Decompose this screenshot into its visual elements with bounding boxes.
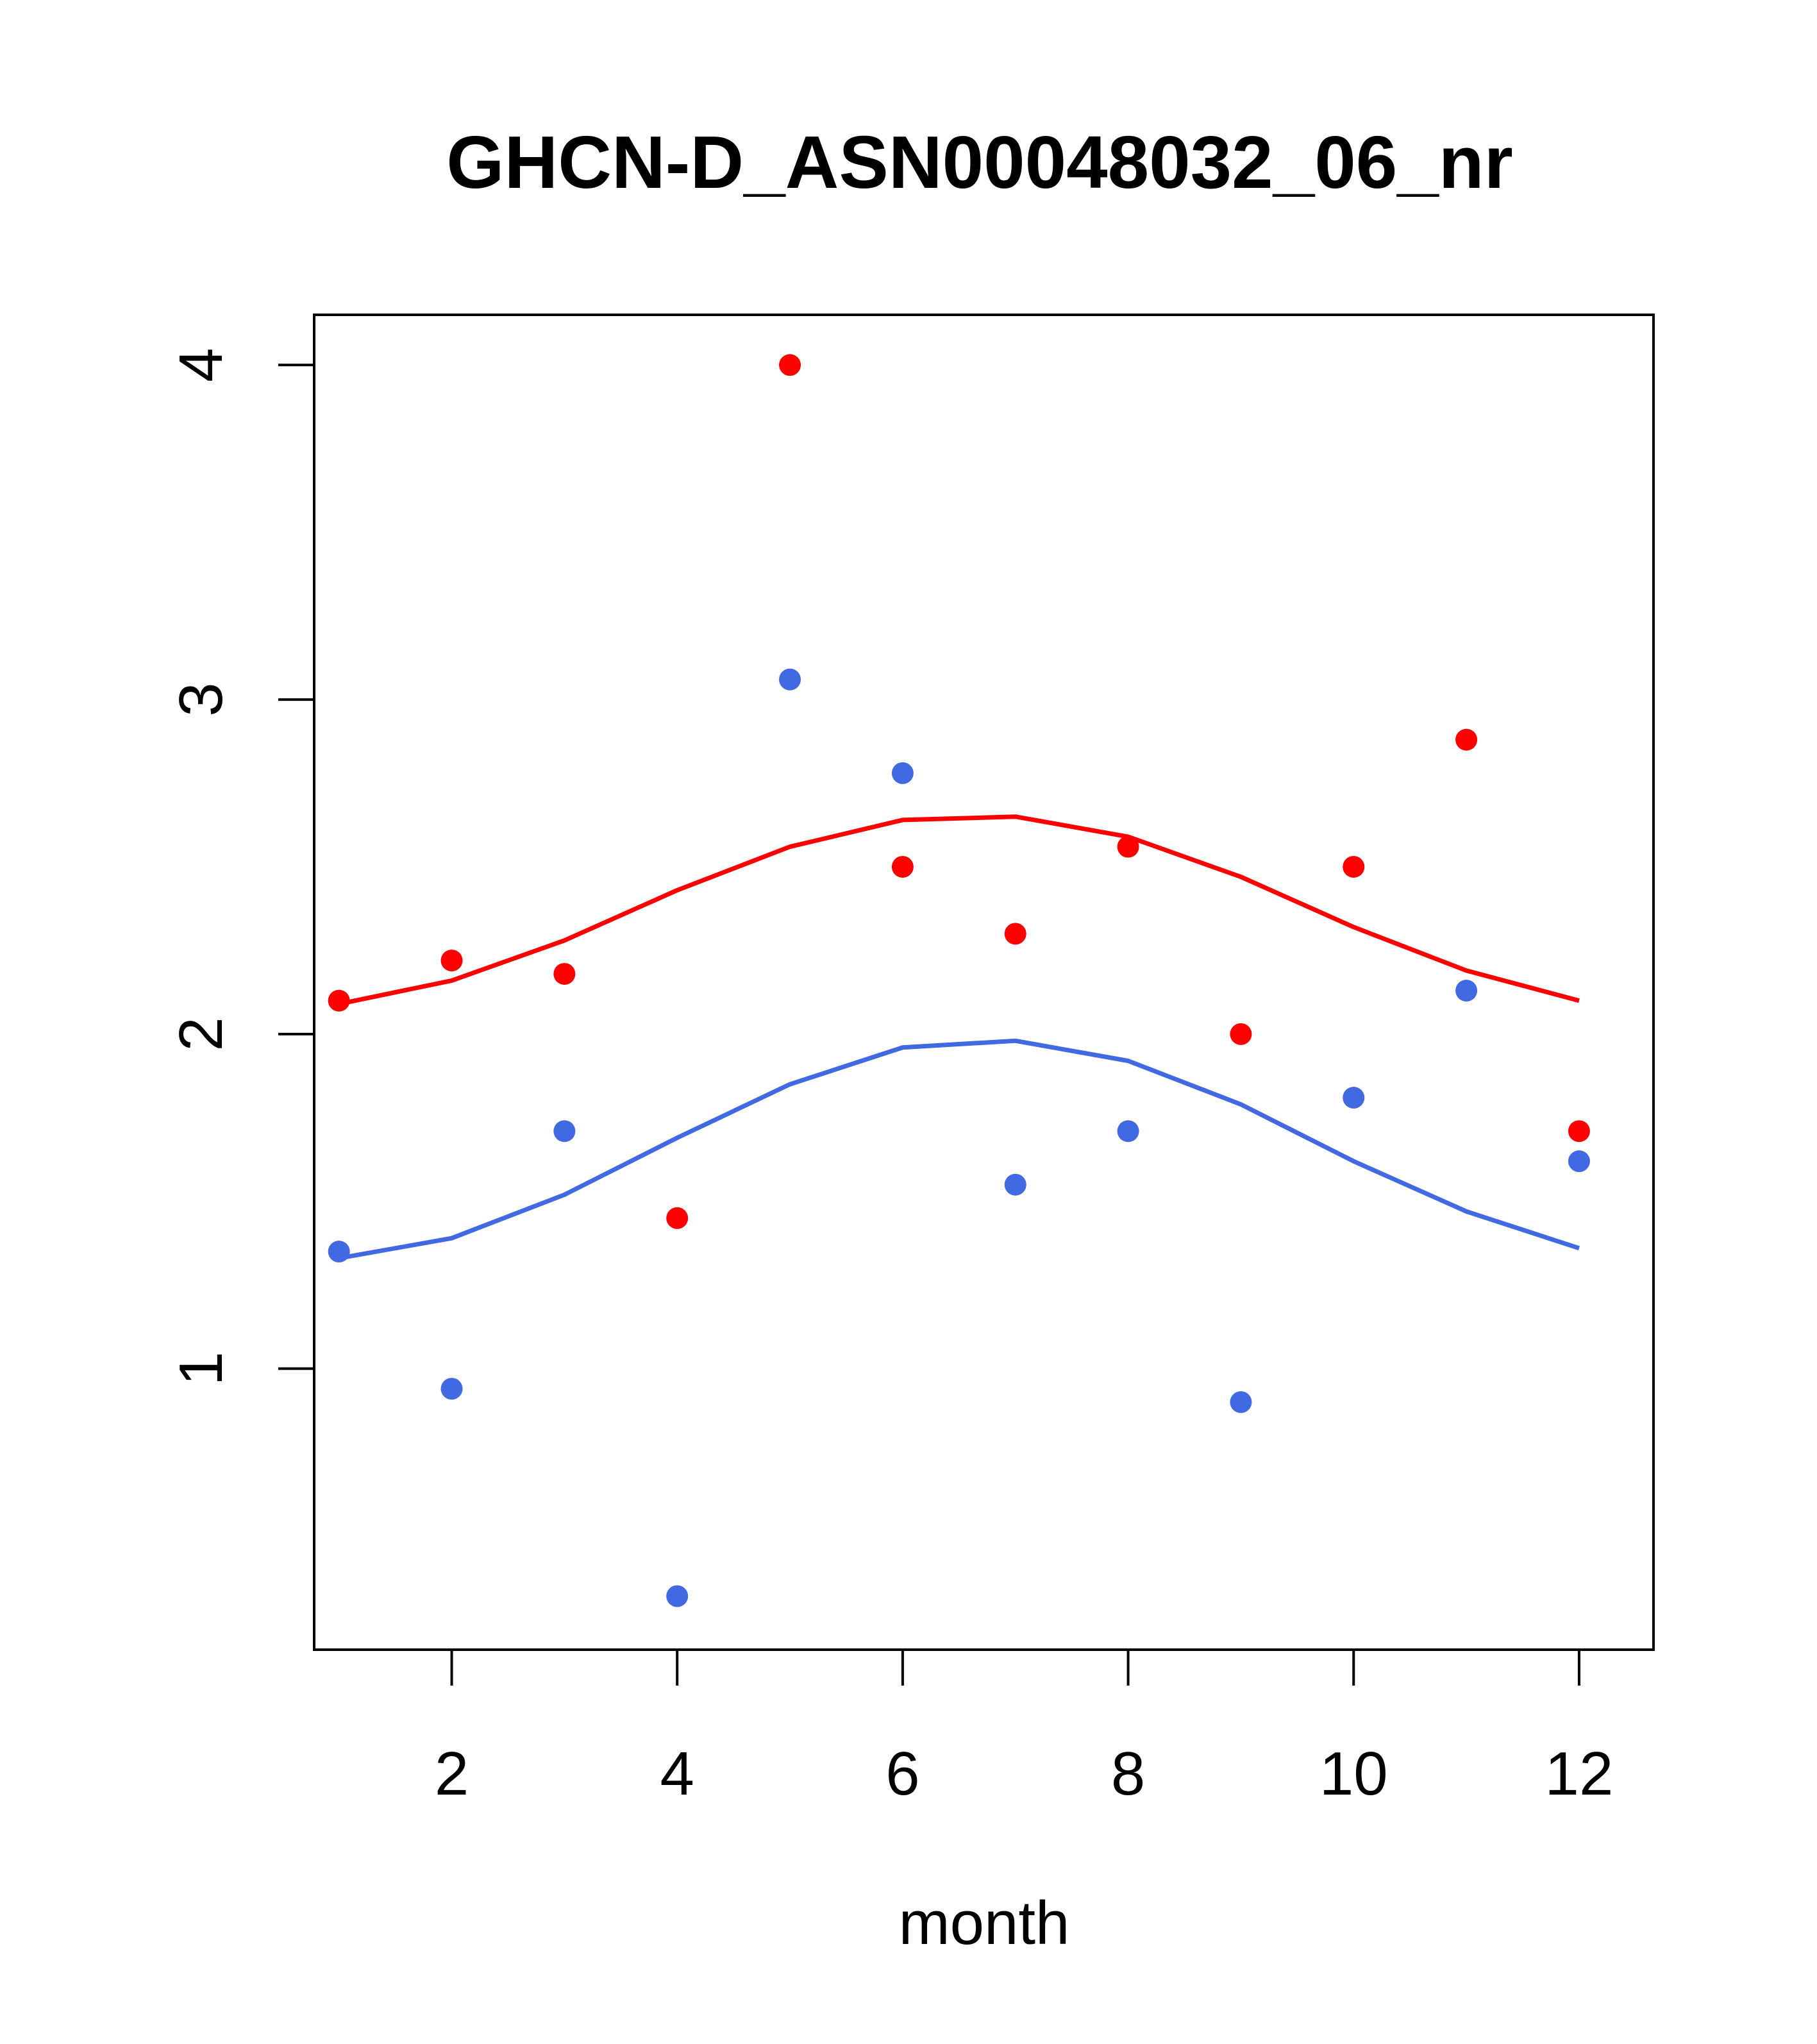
series-1-point bbox=[1568, 1120, 1590, 1143]
series-1-point bbox=[1230, 1023, 1252, 1045]
series-2-point bbox=[1568, 1150, 1590, 1173]
series-2-point bbox=[779, 668, 801, 691]
series-1-point bbox=[779, 354, 801, 376]
series-2-point bbox=[328, 1241, 350, 1263]
series-1-point bbox=[666, 1207, 689, 1229]
y-axis: 1 2 3 4 bbox=[167, 348, 315, 1386]
x-tick-label: 12 bbox=[1545, 1739, 1614, 1808]
series-2-point bbox=[1455, 980, 1478, 1002]
series-1-point bbox=[1004, 923, 1026, 945]
x-tick-label: 8 bbox=[1111, 1739, 1145, 1808]
series-1-line bbox=[338, 814, 1580, 1007]
series-2-line bbox=[339, 1038, 1580, 1261]
y-tick-label: 2 bbox=[167, 1017, 235, 1051]
x-tick-label: 10 bbox=[1319, 1739, 1388, 1808]
series-2-point bbox=[1230, 1391, 1252, 1413]
series-1-point bbox=[1117, 835, 1139, 858]
series-2-point bbox=[553, 1120, 576, 1143]
y-tick-label: 4 bbox=[167, 348, 235, 382]
x-axis-label: month bbox=[899, 1889, 1070, 1957]
series-1-point bbox=[328, 989, 350, 1012]
x-tick-label: 2 bbox=[435, 1739, 469, 1808]
series-1-point bbox=[891, 855, 914, 878]
series-2-point bbox=[1343, 1087, 1365, 1109]
series-layer bbox=[328, 354, 1590, 1607]
series-1-point bbox=[1455, 728, 1478, 751]
x-tick-label: 4 bbox=[660, 1739, 694, 1808]
y-tick-label: 3 bbox=[167, 682, 235, 716]
series-1-point bbox=[553, 962, 576, 985]
series-2-point bbox=[666, 1585, 689, 1607]
plot-frame bbox=[313, 314, 1655, 1651]
chart-title: GHCN-D_ASN00048032_06_nr bbox=[446, 121, 1513, 204]
series-2-point bbox=[440, 1377, 463, 1400]
series-1-point bbox=[440, 950, 463, 972]
series-2-point bbox=[1004, 1173, 1026, 1196]
series-1-point bbox=[1343, 855, 1365, 878]
series-2-point bbox=[1117, 1120, 1139, 1143]
x-axis: 2 4 6 8 10 12 bbox=[435, 1648, 1614, 1808]
series-2-point bbox=[891, 762, 914, 784]
x-tick-label: 6 bbox=[885, 1739, 919, 1808]
y-tick-label: 1 bbox=[167, 1352, 235, 1386]
